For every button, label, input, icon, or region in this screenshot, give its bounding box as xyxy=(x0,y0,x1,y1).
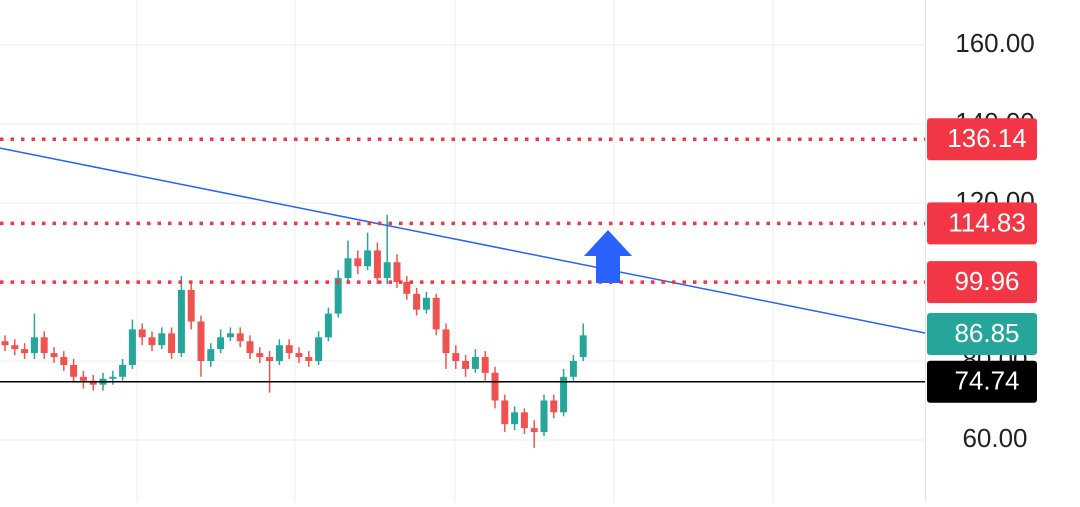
candle-body xyxy=(295,353,303,358)
candle-body xyxy=(344,258,352,279)
candle-body xyxy=(452,353,460,361)
price-badge-label: 74.74 xyxy=(954,366,1019,396)
candle-body xyxy=(275,345,283,361)
candle-body xyxy=(207,349,215,361)
price-badge-label: 99.96 xyxy=(954,266,1019,296)
price-badge-label: 114.83 xyxy=(948,207,1026,237)
candle-body xyxy=(11,345,19,350)
candle-body xyxy=(560,376,568,413)
price-badge xyxy=(927,312,1037,355)
candle-body xyxy=(520,412,528,429)
candle-body xyxy=(432,297,440,330)
y-tick-label: 160.00 xyxy=(955,28,1035,58)
candle-body xyxy=(79,376,87,381)
price-badges: 136.14 114.83 99.96 86.85 74.74 xyxy=(927,118,1037,403)
candle-body xyxy=(540,400,548,433)
candle-body xyxy=(40,337,48,354)
candle-body xyxy=(373,250,381,279)
candle-body xyxy=(226,333,234,338)
candle-body xyxy=(413,293,421,310)
candle-body xyxy=(119,364,127,377)
candle-body xyxy=(285,345,293,354)
candle-body xyxy=(569,360,577,377)
candle-body xyxy=(109,376,117,379)
candle-body xyxy=(138,329,146,338)
price-badge xyxy=(927,118,1037,161)
candle-body xyxy=(364,250,372,267)
candle-body xyxy=(128,329,136,365)
candle-body xyxy=(168,333,176,354)
candle-body xyxy=(442,329,450,354)
candle-body xyxy=(246,341,254,354)
candle-body xyxy=(158,333,166,346)
price-badge xyxy=(927,360,1037,403)
candle-body xyxy=(50,353,58,358)
candle-body xyxy=(305,357,313,361)
candle-body xyxy=(177,289,185,354)
candle-body xyxy=(266,357,274,361)
candle-body xyxy=(393,262,401,283)
price-lines xyxy=(0,137,926,383)
candle-body xyxy=(236,333,244,342)
candle-body xyxy=(491,372,499,401)
candles xyxy=(1,214,587,448)
candle-body xyxy=(422,297,430,310)
candle-body xyxy=(30,337,38,354)
candle-body xyxy=(315,337,323,361)
candle-body xyxy=(148,337,156,346)
candle-body xyxy=(324,313,332,338)
candle-body xyxy=(89,380,97,385)
candle-body xyxy=(1,341,9,346)
y-tick-label: 60.00 xyxy=(962,423,1027,453)
candle-body xyxy=(217,337,225,350)
grid xyxy=(0,44,925,441)
candle-body xyxy=(187,289,195,322)
candle-body xyxy=(462,360,470,369)
price-badge xyxy=(927,202,1037,245)
candle-body xyxy=(511,412,519,425)
candle-body xyxy=(403,282,411,294)
price-badge-label: 86.85 xyxy=(954,318,1019,348)
candle-body xyxy=(550,400,558,413)
candle-body xyxy=(501,400,509,425)
price-badge xyxy=(927,261,1037,304)
candle-body xyxy=(197,321,205,361)
candle-body xyxy=(334,278,342,314)
candle-body xyxy=(60,357,68,365)
up-arrow xyxy=(584,230,632,283)
candle-body xyxy=(530,428,538,433)
v-grid xyxy=(136,0,774,502)
candle-body xyxy=(471,357,479,369)
candle-body xyxy=(70,364,78,377)
candle-body xyxy=(354,258,362,267)
candle-body xyxy=(256,353,264,358)
price-badge-label: 136.14 xyxy=(947,123,1027,153)
candle-body xyxy=(383,262,391,279)
candle-body xyxy=(579,335,587,358)
candle-body xyxy=(481,357,489,373)
trendline xyxy=(0,147,926,334)
candle-body xyxy=(21,349,29,354)
